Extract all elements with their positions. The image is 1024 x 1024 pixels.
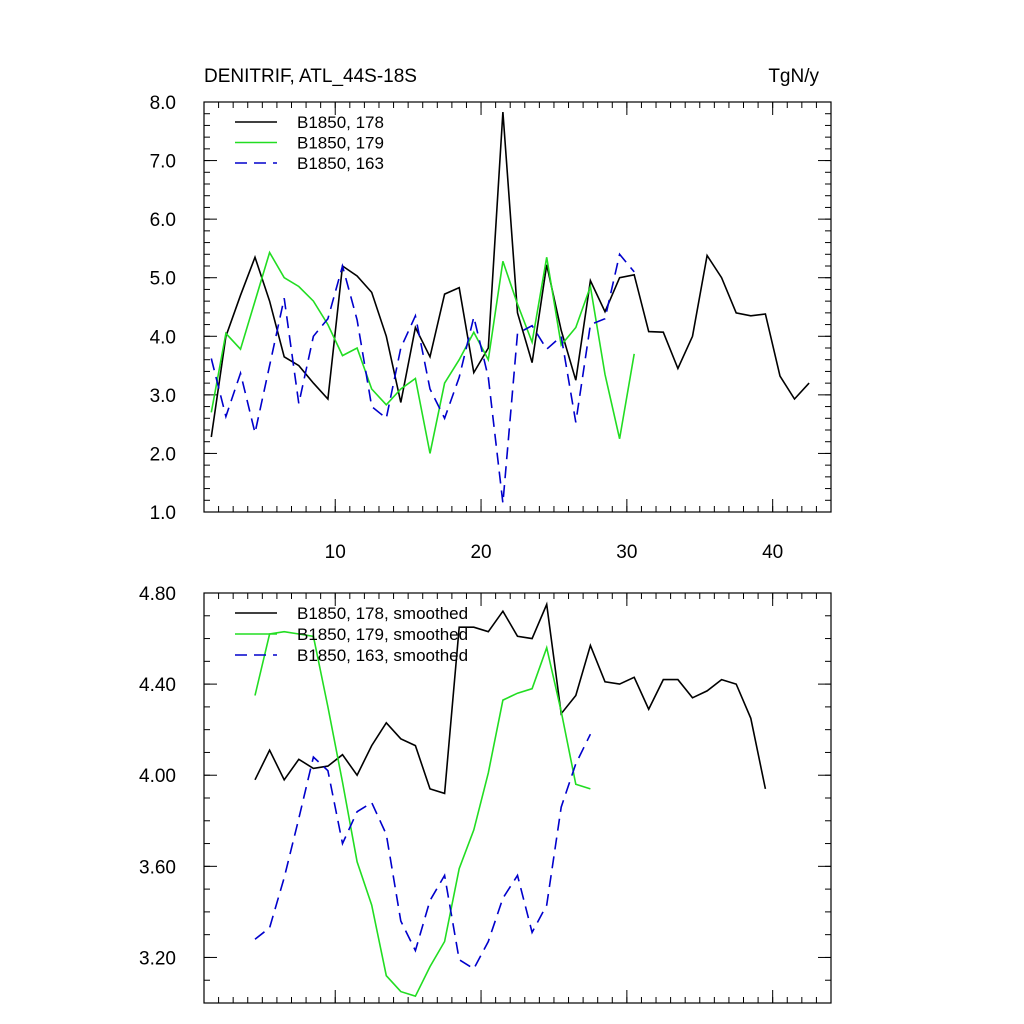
y-tick-label: 4.80: [139, 584, 176, 605]
y-tick-label: 3.0: [150, 386, 176, 407]
series-line: [254, 630, 591, 998]
y-tick-label: 6.0: [150, 210, 176, 231]
y-tick-label: 5.0: [150, 269, 176, 290]
series-line: [210, 252, 635, 504]
y-tick-label: 3.20: [139, 948, 176, 969]
x-tick-label: 10: [325, 542, 346, 563]
series-line: [254, 733, 592, 970]
x-tick-label: 20: [470, 542, 491, 563]
legend-label: B1850, 163: [297, 154, 384, 173]
series-line: [210, 250, 635, 454]
legend-label: B1850, 178, smoothed: [297, 604, 468, 623]
plot-frame: [203, 101, 832, 513]
y-tick-label: 4.40: [139, 675, 176, 696]
x-tick-label: 30: [616, 542, 637, 563]
y-tick-label: 1.0: [150, 503, 176, 524]
y-tick-label: 4.00: [139, 766, 176, 787]
y-tick-label: 3.60: [139, 857, 176, 878]
legend-label: B1850, 179: [297, 134, 384, 153]
legend-label: B1850, 178: [297, 113, 384, 132]
series-line: [210, 111, 810, 438]
top-chart-title: DENITRIF, ATL_44S-18S: [204, 66, 417, 87]
top-chart-units: TgN/y: [768, 66, 819, 87]
top-panel: DENITRIF, ATL_44S-18S TgN/y 1.0 2.0 3.0 4.0…: [150, 66, 832, 563]
legend-label: B1850, 179, smoothed: [297, 625, 468, 644]
y-tick-label: 2.0: [150, 444, 176, 465]
y-tick-label: 4.0: [150, 327, 176, 348]
legend-label: B1850, 163, smoothed: [297, 646, 468, 665]
series-line: [254, 601, 767, 795]
bottom-panel: 3.20 3.60 4.00 4.40 4.80 B1850, 178, smoothed…: [139, 584, 832, 1004]
y-tick-label: 7.0: [150, 152, 176, 173]
y-tick-label: 8.0: [150, 93, 176, 114]
x-tick-label: 40: [762, 542, 783, 563]
